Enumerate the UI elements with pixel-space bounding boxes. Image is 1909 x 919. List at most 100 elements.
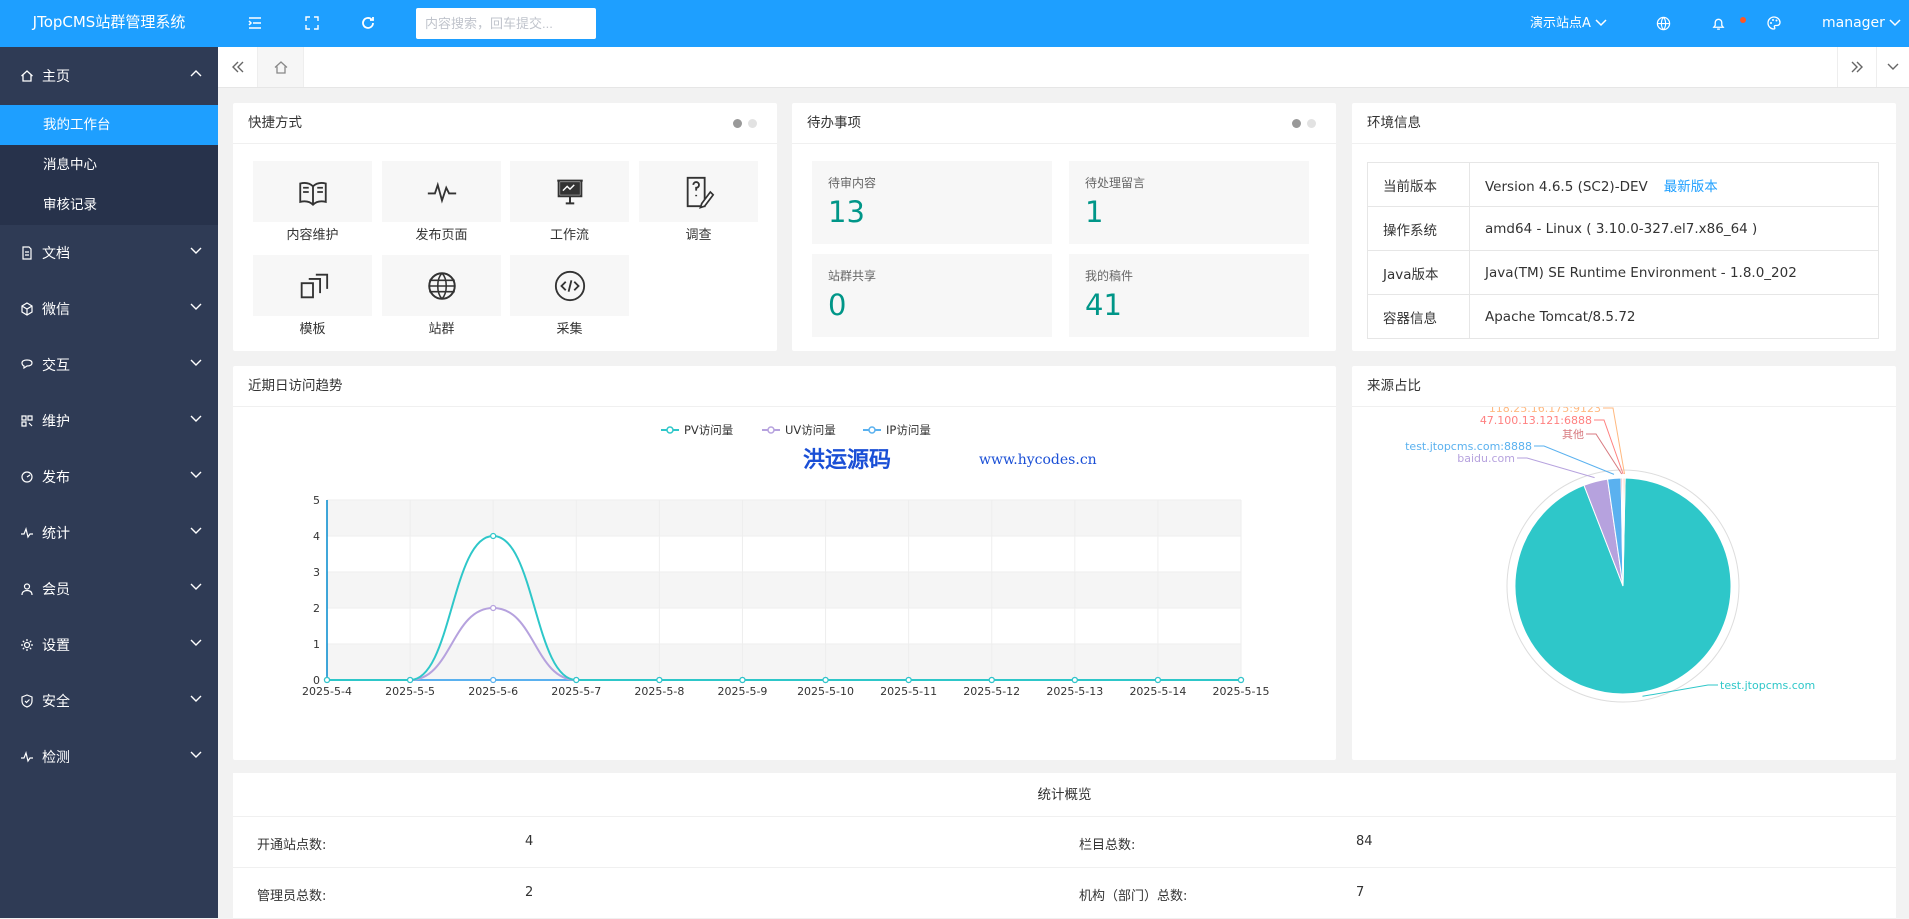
x-tick-label: 2025-5-10: [797, 685, 854, 698]
tab-options-button[interactable]: [1877, 47, 1909, 87]
sidebar-item-label: 检测: [42, 750, 70, 766]
watermark-url: www.hycodes.cn: [979, 452, 1097, 468]
sidebar-item-5[interactable]: 发布: [0, 449, 218, 505]
menu-toggle-icon[interactable]: [245, 13, 265, 33]
env-row: 当前版本 Version 4.6.5 (SC2)-DEV 最新版本: [1367, 162, 1879, 207]
y-tick-label: 2: [313, 602, 320, 615]
sidebar-item-1[interactable]: 文档: [0, 225, 218, 281]
shortcut-survey[interactable]: 调查: [639, 161, 758, 246]
sidebar-item-home[interactable]: 主页: [0, 47, 218, 105]
todo-label: 我的稿件: [1085, 269, 1134, 283]
todo-site-share[interactable]: 站群共享 0: [812, 254, 1052, 337]
chevron-down-icon: [190, 639, 202, 646]
shortcut-label: 模板: [299, 322, 326, 337]
carousel-dots[interactable]: [1292, 119, 1316, 128]
globe-icon[interactable]: [1653, 13, 1673, 33]
fullscreen-icon[interactable]: [302, 13, 322, 33]
todo-title: 待办事项: [807, 115, 861, 131]
todo-pending-content[interactable]: 待审内容 13: [812, 161, 1052, 244]
sidebar-item-6[interactable]: 统计: [0, 505, 218, 561]
stats-row: 管理员总数: 2 机构（部门）总数: 7: [233, 868, 1896, 919]
grid-icon: [20, 414, 34, 428]
chevron-down-icon: [190, 303, 202, 310]
source-title: 来源占比: [1367, 378, 1421, 394]
carousel-dots[interactable]: [733, 119, 757, 128]
shortcut-template[interactable]: 模板: [253, 255, 372, 340]
grid-band: [327, 644, 1241, 680]
todo-label: 待处理留言: [1085, 176, 1146, 190]
tab-scroll-left-button[interactable]: [218, 47, 258, 87]
todo-pending-messages[interactable]: 待处理留言 1: [1069, 161, 1309, 244]
sidebar-item-8[interactable]: 设置: [0, 617, 218, 673]
env-card: 环境信息 当前版本 Version 4.6.5 (SC2)-DEV 最新版本 操作系…: [1352, 103, 1896, 351]
chevron-down-icon: [1887, 63, 1899, 70]
legend-marker: [767, 426, 775, 434]
template-icon: [300, 273, 328, 298]
app-title: JTopCMS站群管理系统: [32, 13, 186, 31]
pie-leader-line: [1517, 457, 1595, 479]
sidebar-item-label: 交互: [42, 358, 70, 374]
pie-leader-line: [1603, 407, 1626, 475]
shortcut-label: 工作流: [549, 228, 589, 243]
site-selector[interactable]: 演示站点A: [1530, 0, 1607, 47]
latest-version-link[interactable]: 最新版本: [1663, 178, 1718, 195]
theme-icon[interactable]: [1764, 13, 1784, 33]
shortcut-book[interactable]: 内容维护: [253, 161, 372, 246]
todo-card: 待办事项 待审内容 13 待处理留言 1 站群共享 0 我的稿件 41: [792, 103, 1336, 351]
pie-leader-line: [1534, 445, 1615, 475]
x-tick-label: 2025-5-15: [1213, 685, 1270, 698]
tab-scroll-right-button[interactable]: [1837, 47, 1877, 87]
shortcut-label: 站群: [428, 322, 455, 337]
source-card: 来源占比 test.jtopcms.com baidu.com test.jtopc…: [1352, 366, 1896, 760]
legend-label: IP访问量: [886, 423, 931, 437]
env-value: Version 4.6.5 (SC2)-DEV 最新版本: [1469, 162, 1879, 207]
data-point: [323, 676, 331, 684]
data-point: [406, 676, 414, 684]
shortcut-pulse[interactable]: 发布页面: [382, 161, 501, 246]
stats-title: 统计概览: [233, 773, 1896, 817]
bell-icon[interactable]: [1708, 13, 1728, 33]
shortcut-icon-box: [253, 161, 372, 222]
chevron-down-icon: [190, 471, 202, 478]
chevron-down-icon: [190, 695, 202, 702]
x-tick-label: 2025-5-12: [963, 685, 1020, 698]
shortcut-presentation[interactable]: 工作流: [510, 161, 629, 246]
sidebar-item-3[interactable]: 交互: [0, 337, 218, 393]
tab-home[interactable]: [258, 47, 304, 87]
sidebar-item-label: 发布: [42, 470, 70, 486]
user-menu[interactable]: manager: [1822, 0, 1901, 47]
shortcuts-title: 快捷方式: [248, 115, 302, 131]
chevron-down-icon: [190, 583, 202, 590]
sidebar-item-2[interactable]: 微信: [0, 281, 218, 337]
stats-card: 统计概览 开通站点数: 4 栏目总数: 84 管理员总数: 2 机构（部门）总数…: [233, 773, 1896, 919]
sidebar-item-9[interactable]: 安全: [0, 673, 218, 729]
search-input[interactable]: [416, 8, 596, 39]
legend-label: PV访问量: [684, 423, 733, 437]
pie-leader-line: [1642, 684, 1718, 697]
presentation-icon: [556, 179, 583, 204]
x-tick-label: 2025-5-8: [634, 685, 684, 698]
sidebar-subitem-audit-log[interactable]: 审核记录: [43, 197, 97, 213]
sidebar-item-10[interactable]: 检测: [0, 729, 218, 785]
sidebar-item-7[interactable]: 会员: [0, 561, 218, 617]
shortcut-label: 采集: [556, 322, 583, 337]
stats-value: 2: [525, 885, 534, 900]
sidebar-item-label: 设置: [42, 638, 70, 654]
sidebar-item-4[interactable]: 维护: [0, 393, 218, 449]
pie-label: 47.100.13.121:6888: [1480, 414, 1592, 427]
sidebar-subitem-workbench[interactable]: 我的工作台: [0, 105, 218, 145]
x-tick-label: 2025-5-6: [468, 685, 518, 698]
card-title: 环境信息: [1352, 103, 1896, 144]
data-point: [573, 676, 580, 684]
gear-icon: [20, 638, 34, 652]
shortcut-icon-box: [253, 255, 372, 316]
sidebar-subitem-messages[interactable]: 消息中心: [43, 157, 97, 173]
shortcut-globe[interactable]: 站群: [382, 255, 501, 340]
refresh-icon[interactable]: [358, 13, 378, 33]
x-tick-label: 2025-5-5: [385, 685, 435, 698]
shortcut-icon-box: [382, 255, 501, 316]
chevron-down-icon: [190, 527, 202, 534]
sidebar-item-label: 主页: [42, 69, 70, 85]
todo-my-drafts[interactable]: 我的稿件 41: [1069, 254, 1309, 337]
shortcut-code[interactable]: 采集: [510, 255, 629, 340]
